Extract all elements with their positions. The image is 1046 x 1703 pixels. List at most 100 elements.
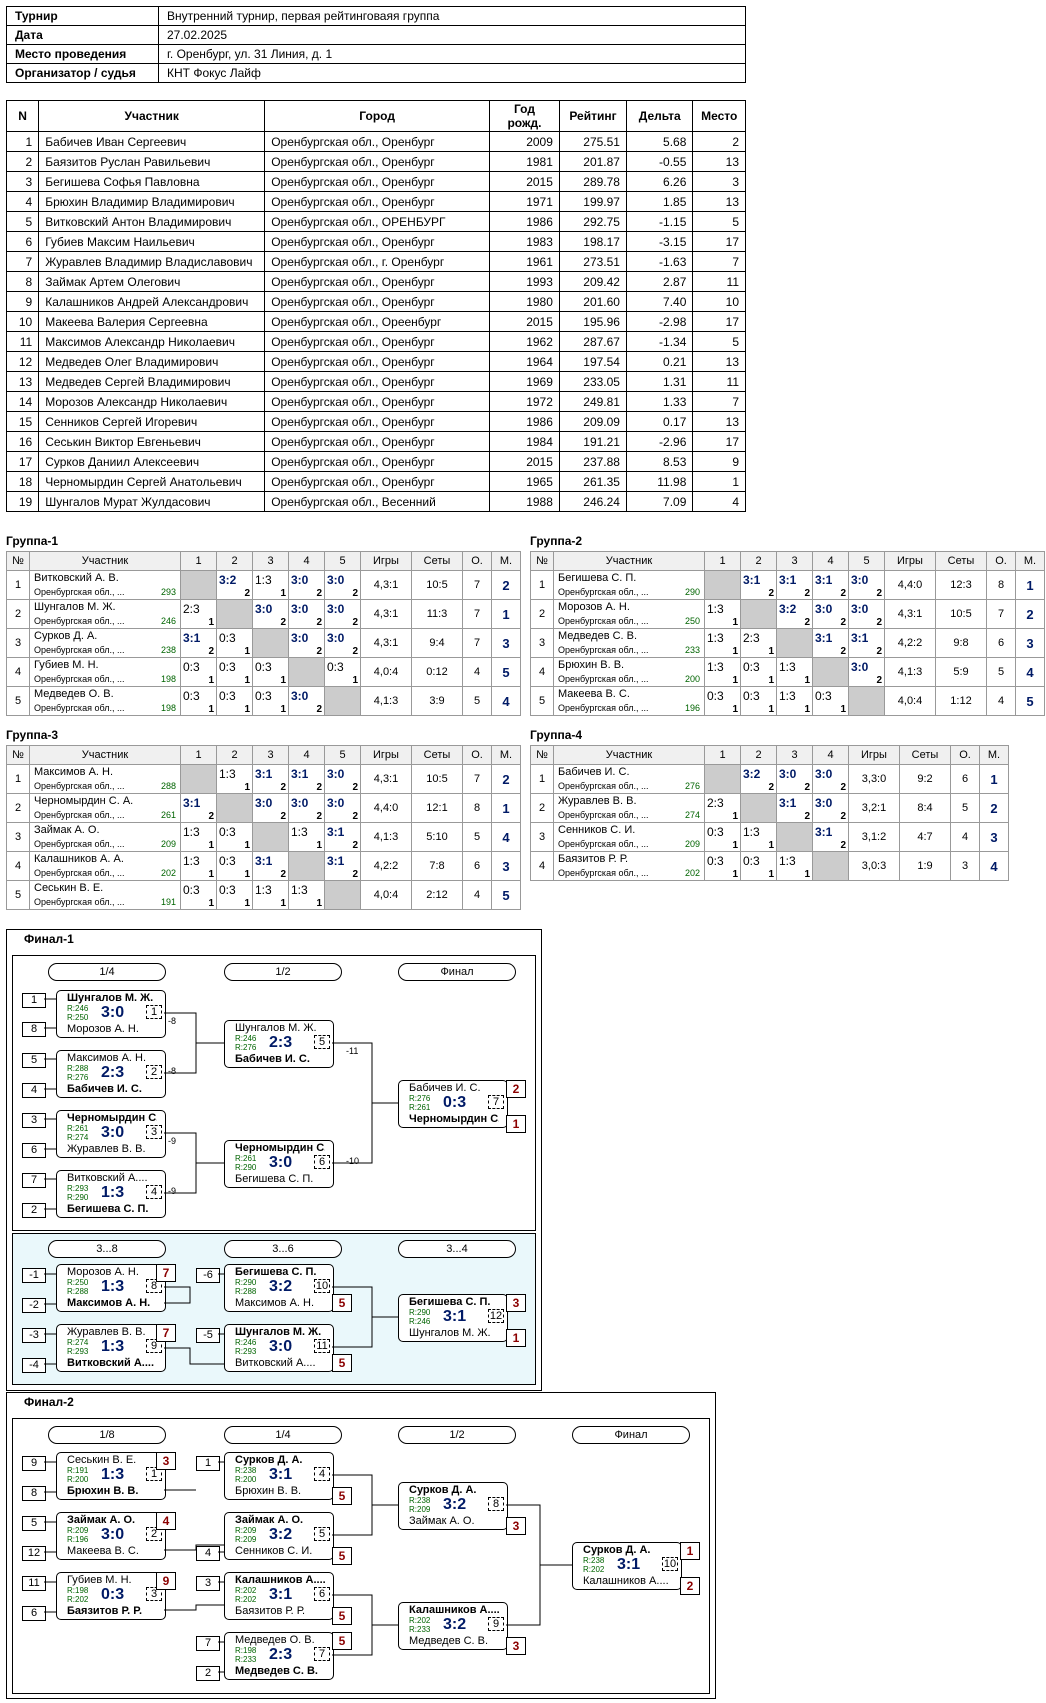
match-player-2: Займак А. О.	[409, 1515, 475, 1527]
group-header-row: № Участник 1 2 3 4 5 Игры Сеты О. М.	[530, 551, 1045, 571]
group-score-points: 2	[804, 782, 810, 793]
match-number: 12	[488, 1309, 504, 1323]
group-score: 3:1 2	[289, 765, 324, 793]
match-box: Шунгалов М. Ж. R:246 R:293 3:0 11 Витковский …	[224, 1324, 334, 1372]
group-result-cell: 1:3 1	[252, 570, 289, 600]
group-score-points: 1	[316, 898, 322, 909]
group-score-value: 0:3	[743, 660, 760, 674]
participant-cell: Медведев Олег Владимирович	[38, 351, 266, 372]
group-player-region: Оренбургская обл., ... 198	[34, 672, 180, 686]
group-player-region: Оренбургская обл., ... 293	[34, 585, 180, 599]
match-number: 1	[146, 1005, 162, 1019]
seed-number: 3	[22, 1113, 46, 1128]
group-player-region: Оренбургская обл., ... 196	[558, 701, 704, 715]
group-player-name: Медведев О. В.	[34, 688, 114, 700]
group-player-name: Сеськин В. Е.	[34, 882, 104, 894]
group-score-value: 3:0	[327, 767, 345, 781]
group-points: 5	[462, 686, 492, 716]
match-rating-2: R:200	[235, 1475, 257, 1484]
group-score: 1:3 1	[777, 658, 812, 686]
match-box: Витковский А.... R:293 R:290 1:3 4 Бегишева С…	[56, 1170, 166, 1218]
group-score-value: 3:0	[291, 796, 309, 810]
group-score: 3:1 2	[181, 629, 216, 657]
match-score: 3:0	[269, 1338, 293, 1355]
participants-header: N	[5, 100, 40, 132]
group-score-value: 1:3	[255, 883, 272, 897]
group-score: 3:0 2	[813, 600, 848, 628]
group-sets: 8:4	[899, 793, 951, 823]
group-score: 1:3 1	[181, 852, 216, 880]
participant-cell: 201.87	[558, 151, 627, 172]
place-box: 5	[332, 1487, 352, 1505]
group-score-points: 1	[280, 898, 286, 909]
group-place: 5	[491, 657, 521, 687]
match-player-2: Бегишева С. П.	[235, 1173, 314, 1185]
group-player-region-text: Оренбургская обл., ...	[34, 674, 125, 684]
match-player-1: Черномырдин С...	[67, 1112, 157, 1124]
group-table: № Участник 1 2 3 4 Игры Сеты О. М. 1 Бабичев И. С. О…	[530, 745, 1009, 881]
group-title: Группа-3	[6, 728, 59, 742]
group-row-number: 5	[6, 880, 30, 910]
info-row: Место проведения г. Оренбург, ул. 31 Лини…	[6, 44, 746, 64]
group-score-points: 2	[280, 869, 286, 880]
group-score-value: 2:3	[183, 602, 200, 616]
match-score: 1:3	[101, 1184, 125, 1201]
seed-number: 6	[22, 1143, 46, 1158]
match-number: 9	[488, 1617, 504, 1631]
group-score: 3:1 2	[181, 794, 216, 822]
group-score-points: 1	[804, 704, 810, 715]
match-box: Калашников А.... R:202 R:202 3:1 6 Баязитов Р…	[224, 1572, 334, 1620]
group-score-points: 1	[768, 869, 774, 880]
round-label: 1/4	[224, 1426, 342, 1444]
group-player: Черномырдин С. А. Оренбургская обл., ... 2…	[29, 793, 181, 823]
group-score: 3:0 2	[253, 794, 288, 822]
group-score-points: 2	[876, 675, 882, 686]
match-rating-2: R:200	[67, 1475, 89, 1484]
group-place: 3	[1015, 628, 1045, 658]
match-box: Максимов А. Н. R:288 R:276 2:3 2 Бабичев И. С…	[56, 1050, 166, 1098]
participant-row: 11 Максимов Александр Николаевич Оренбургс…	[5, 331, 746, 352]
group-player-region: Оренбургская обл., ... 198	[34, 701, 180, 715]
group-score: 3:0 2	[813, 794, 848, 822]
group-place: 5	[491, 880, 521, 910]
group-player: Займак А. О. Оренбургская обл., ... 209	[29, 822, 181, 852]
group-score-points: 1	[208, 898, 214, 909]
match-rating-2: R:293	[235, 1347, 257, 1356]
match-box: Журавлев В. В. R:274 R:293 1:3 9 Витковский А…	[56, 1324, 166, 1372]
group-sets: 4:7	[899, 822, 951, 852]
match-number: 11	[314, 1339, 330, 1353]
match-player-1: Калашников А....	[409, 1604, 499, 1616]
round-label: Финал	[398, 963, 516, 981]
match-player-1: Шунгалов М. Ж.	[235, 1022, 317, 1034]
match-player-2: Максимов А. Н.	[235, 1297, 315, 1309]
group-score-value: 3:1	[255, 854, 273, 868]
group-score: 0:3 1	[741, 852, 776, 880]
participant-cell: 19	[5, 491, 40, 512]
group-player-region: Оренбургская обл., ... 191	[34, 895, 180, 909]
group-header: №	[530, 551, 554, 571]
group-player-region: Оренбургская обл., ... 209	[34, 837, 180, 851]
match-player-2: Баязитов Р. Р.	[67, 1605, 142, 1617]
group-score-value: 3:1	[851, 631, 869, 645]
group-result-cell: 3:1 2	[324, 851, 361, 881]
group-score-points: 2	[352, 869, 358, 880]
match-rating-1: R:290	[235, 1278, 257, 1287]
match-box: Шунгалов М. Ж. R:246 R:276 2:3 5 Бабичев И. С…	[224, 1020, 334, 1068]
round-label: 3...4	[398, 1240, 516, 1258]
group-header: 2	[740, 745, 777, 765]
place-box: 3	[506, 1637, 526, 1655]
group-score-value: 3:0	[815, 767, 833, 781]
group-score-points: 1	[244, 840, 250, 851]
group-result-cell: 0:3 1	[180, 657, 217, 687]
group-player-rating: 200	[684, 674, 700, 684]
match-player-1: Шунгалов М. Ж.	[67, 992, 154, 1004]
match-rating-1: R:246	[67, 1004, 89, 1013]
match-player-2: Бегишева С. П.	[67, 1203, 149, 1215]
match-rating-1: R:246	[235, 1034, 257, 1043]
group-sets: 1:12	[935, 686, 987, 716]
group-score-value: 0:3	[707, 825, 724, 839]
group-header-row: № Участник 1 2 3 4 5 Игры Сеты О. М.	[6, 745, 521, 765]
group-score-points: 2	[840, 811, 846, 822]
group-score-value: 1:3	[779, 689, 796, 703]
group-score-value: 3:0	[291, 573, 309, 587]
